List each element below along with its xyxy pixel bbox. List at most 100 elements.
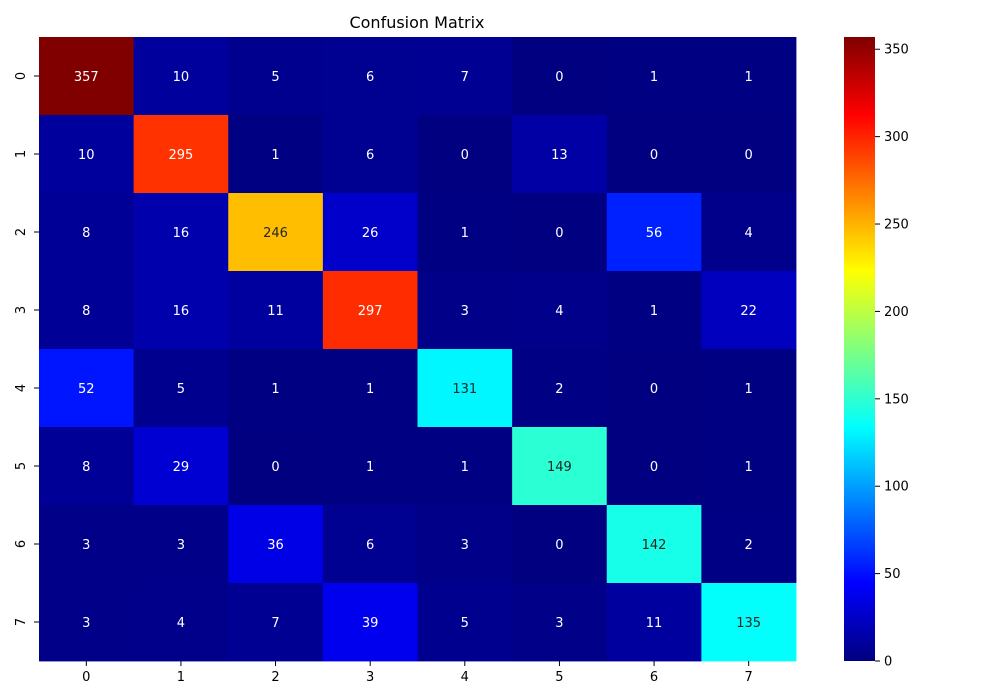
cell-value-label: 5 bbox=[177, 382, 185, 397]
cell-value-label: 39 bbox=[362, 616, 379, 631]
heatmap-cell bbox=[39, 349, 135, 428]
cell-value-label: 1 bbox=[745, 460, 753, 475]
cell-value-label: 8 bbox=[82, 460, 90, 475]
cell-value-label: 1 bbox=[271, 148, 279, 163]
cell-value-label: 2 bbox=[745, 538, 753, 553]
heatmap-cell bbox=[39, 583, 135, 662]
heatmap-cell bbox=[39, 271, 135, 350]
cell-value-label: 3 bbox=[177, 538, 185, 553]
heatmap-cell bbox=[228, 37, 324, 116]
colorbar: 0 50 100 150 200 250 300 350 bbox=[844, 37, 909, 670]
heatmap-cell bbox=[322, 505, 418, 584]
y-tick-label: 1 bbox=[14, 150, 29, 158]
heatmap-cell bbox=[512, 37, 608, 116]
heatmap-cell bbox=[133, 583, 229, 662]
cell-value-label: 1 bbox=[366, 382, 374, 397]
cell-value-label: 3 bbox=[82, 616, 90, 631]
heatmap-cell bbox=[133, 37, 229, 116]
cell-value-label: 29 bbox=[173, 460, 190, 475]
cell-value-label: 357 bbox=[74, 70, 99, 85]
colorbar-tick-label: 200 bbox=[884, 305, 909, 320]
heatmap-cell bbox=[701, 271, 797, 350]
heatmap-cell bbox=[228, 583, 324, 662]
heatmap-cell bbox=[39, 37, 135, 116]
cell-value-label: 5 bbox=[271, 70, 279, 85]
heatmap-cell bbox=[39, 505, 135, 584]
heatmap-cell bbox=[133, 349, 229, 428]
heatmap-cell bbox=[701, 115, 797, 194]
heatmap-cell bbox=[417, 505, 513, 584]
heatmap-cell bbox=[701, 349, 797, 428]
cell-value-label: 11 bbox=[267, 304, 284, 319]
cell-value-label: 3 bbox=[82, 538, 90, 553]
cell-value-label: 1 bbox=[461, 226, 469, 241]
heatmap-cell bbox=[606, 505, 702, 584]
y-tick-label: 3 bbox=[14, 306, 29, 314]
heatmap-cell bbox=[512, 115, 608, 194]
heatmap-cell bbox=[322, 349, 418, 428]
cell-value-label: 1 bbox=[366, 460, 374, 475]
cell-value-label: 8 bbox=[82, 226, 90, 241]
heatmap-cell bbox=[512, 583, 608, 662]
heatmap-cell bbox=[606, 583, 702, 662]
cell-value-label: 1 bbox=[650, 70, 658, 85]
heatmap-cell bbox=[512, 505, 608, 584]
heatmap-cell bbox=[228, 505, 324, 584]
cell-value-label: 52 bbox=[78, 382, 95, 397]
x-tick-label: 5 bbox=[555, 670, 563, 685]
heatmap-cell bbox=[701, 193, 797, 272]
colorbar-tick-label: 0 bbox=[884, 655, 892, 670]
cell-value-label: 0 bbox=[461, 148, 469, 163]
cell-value-label: 6 bbox=[366, 538, 374, 553]
colorbar-tick-label: 300 bbox=[884, 130, 909, 145]
heatmap-cell bbox=[133, 427, 229, 506]
heatmap-cell bbox=[512, 271, 608, 350]
y-tick-label: 2 bbox=[14, 228, 29, 236]
heatmap-cell bbox=[133, 271, 229, 350]
cell-value-label: 131 bbox=[452, 382, 477, 397]
cell-value-label: 10 bbox=[173, 70, 190, 85]
cell-value-label: 3 bbox=[461, 538, 469, 553]
x-tick-label: 1 bbox=[177, 670, 185, 685]
heatmap: 357 10 5 6 7 0 1 110 295 1 6 0 13 0 08 16 246 26 1 0 56 48 16 1… bbox=[39, 37, 797, 662]
cell-value-label: 142 bbox=[642, 538, 667, 553]
cell-value-label: 1 bbox=[745, 70, 753, 85]
cell-value-label: 4 bbox=[177, 616, 185, 631]
cell-value-label: 0 bbox=[650, 382, 658, 397]
colorbar-tick-label: 50 bbox=[884, 567, 901, 582]
heatmap-cell bbox=[417, 271, 513, 350]
heatmap-cell bbox=[228, 271, 324, 350]
heatmap-cell bbox=[512, 193, 608, 272]
cell-value-label: 4 bbox=[555, 304, 563, 319]
heatmap-cell bbox=[701, 427, 797, 506]
x-tick-label: 6 bbox=[650, 670, 658, 685]
cell-value-label: 26 bbox=[362, 226, 379, 241]
heatmap-cell bbox=[606, 271, 702, 350]
heatmap-cell bbox=[39, 115, 135, 194]
cell-value-label: 7 bbox=[461, 70, 469, 85]
heatmap-cell bbox=[417, 427, 513, 506]
cell-value-label: 16 bbox=[173, 304, 190, 319]
cell-value-label: 0 bbox=[555, 70, 563, 85]
colorbar-tick-label: 150 bbox=[884, 392, 909, 407]
cell-value-label: 1 bbox=[461, 460, 469, 475]
x-tick-label: 2 bbox=[271, 670, 279, 685]
cell-value-label: 56 bbox=[646, 226, 663, 241]
heatmap-cell bbox=[322, 583, 418, 662]
cell-value-label: 10 bbox=[78, 148, 95, 163]
cell-value-label: 1 bbox=[745, 382, 753, 397]
y-tick-label: 6 bbox=[14, 540, 29, 548]
y-tick-label: 4 bbox=[14, 384, 29, 392]
y-tick-label: 5 bbox=[14, 462, 29, 470]
colorbar-scale bbox=[844, 37, 875, 661]
cell-value-label: 2 bbox=[555, 382, 563, 397]
cell-value-label: 11 bbox=[646, 616, 663, 631]
cell-value-label: 6 bbox=[366, 148, 374, 163]
cell-value-label: 7 bbox=[271, 616, 279, 631]
cell-value-label: 1 bbox=[650, 304, 658, 319]
heatmap-cell bbox=[417, 349, 513, 428]
heatmap-cell bbox=[133, 193, 229, 272]
chart-title: Confusion Matrix bbox=[349, 13, 484, 32]
cell-value-label: 0 bbox=[650, 460, 658, 475]
